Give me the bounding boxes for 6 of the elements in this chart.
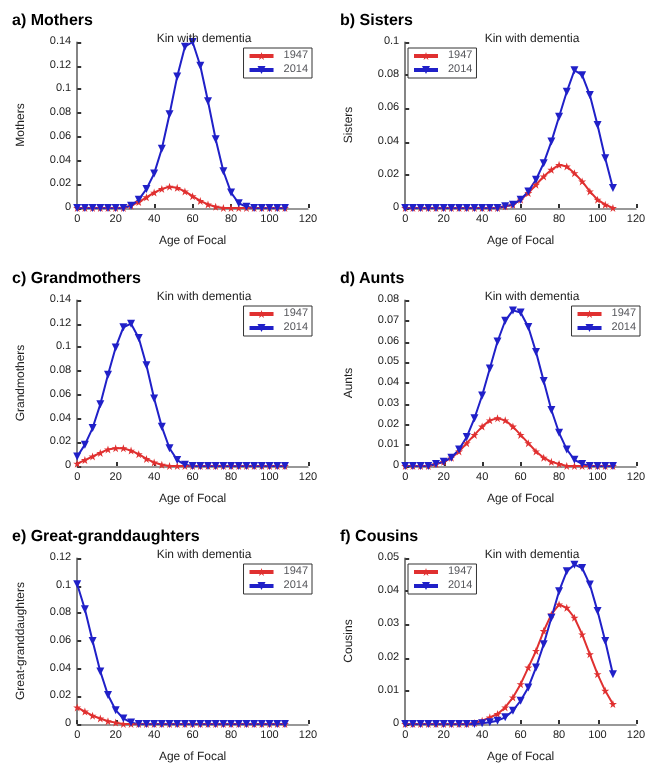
chart-title: e) Great-granddaughters (12, 527, 201, 545)
chart-title: f) Cousins (340, 527, 420, 545)
chart-title: d) Aunts (340, 269, 406, 287)
chart-title: c) Grandmothers (12, 269, 143, 287)
chart-title: b) Sisters (340, 11, 415, 29)
chart-title: a) Mothers (12, 11, 94, 29)
